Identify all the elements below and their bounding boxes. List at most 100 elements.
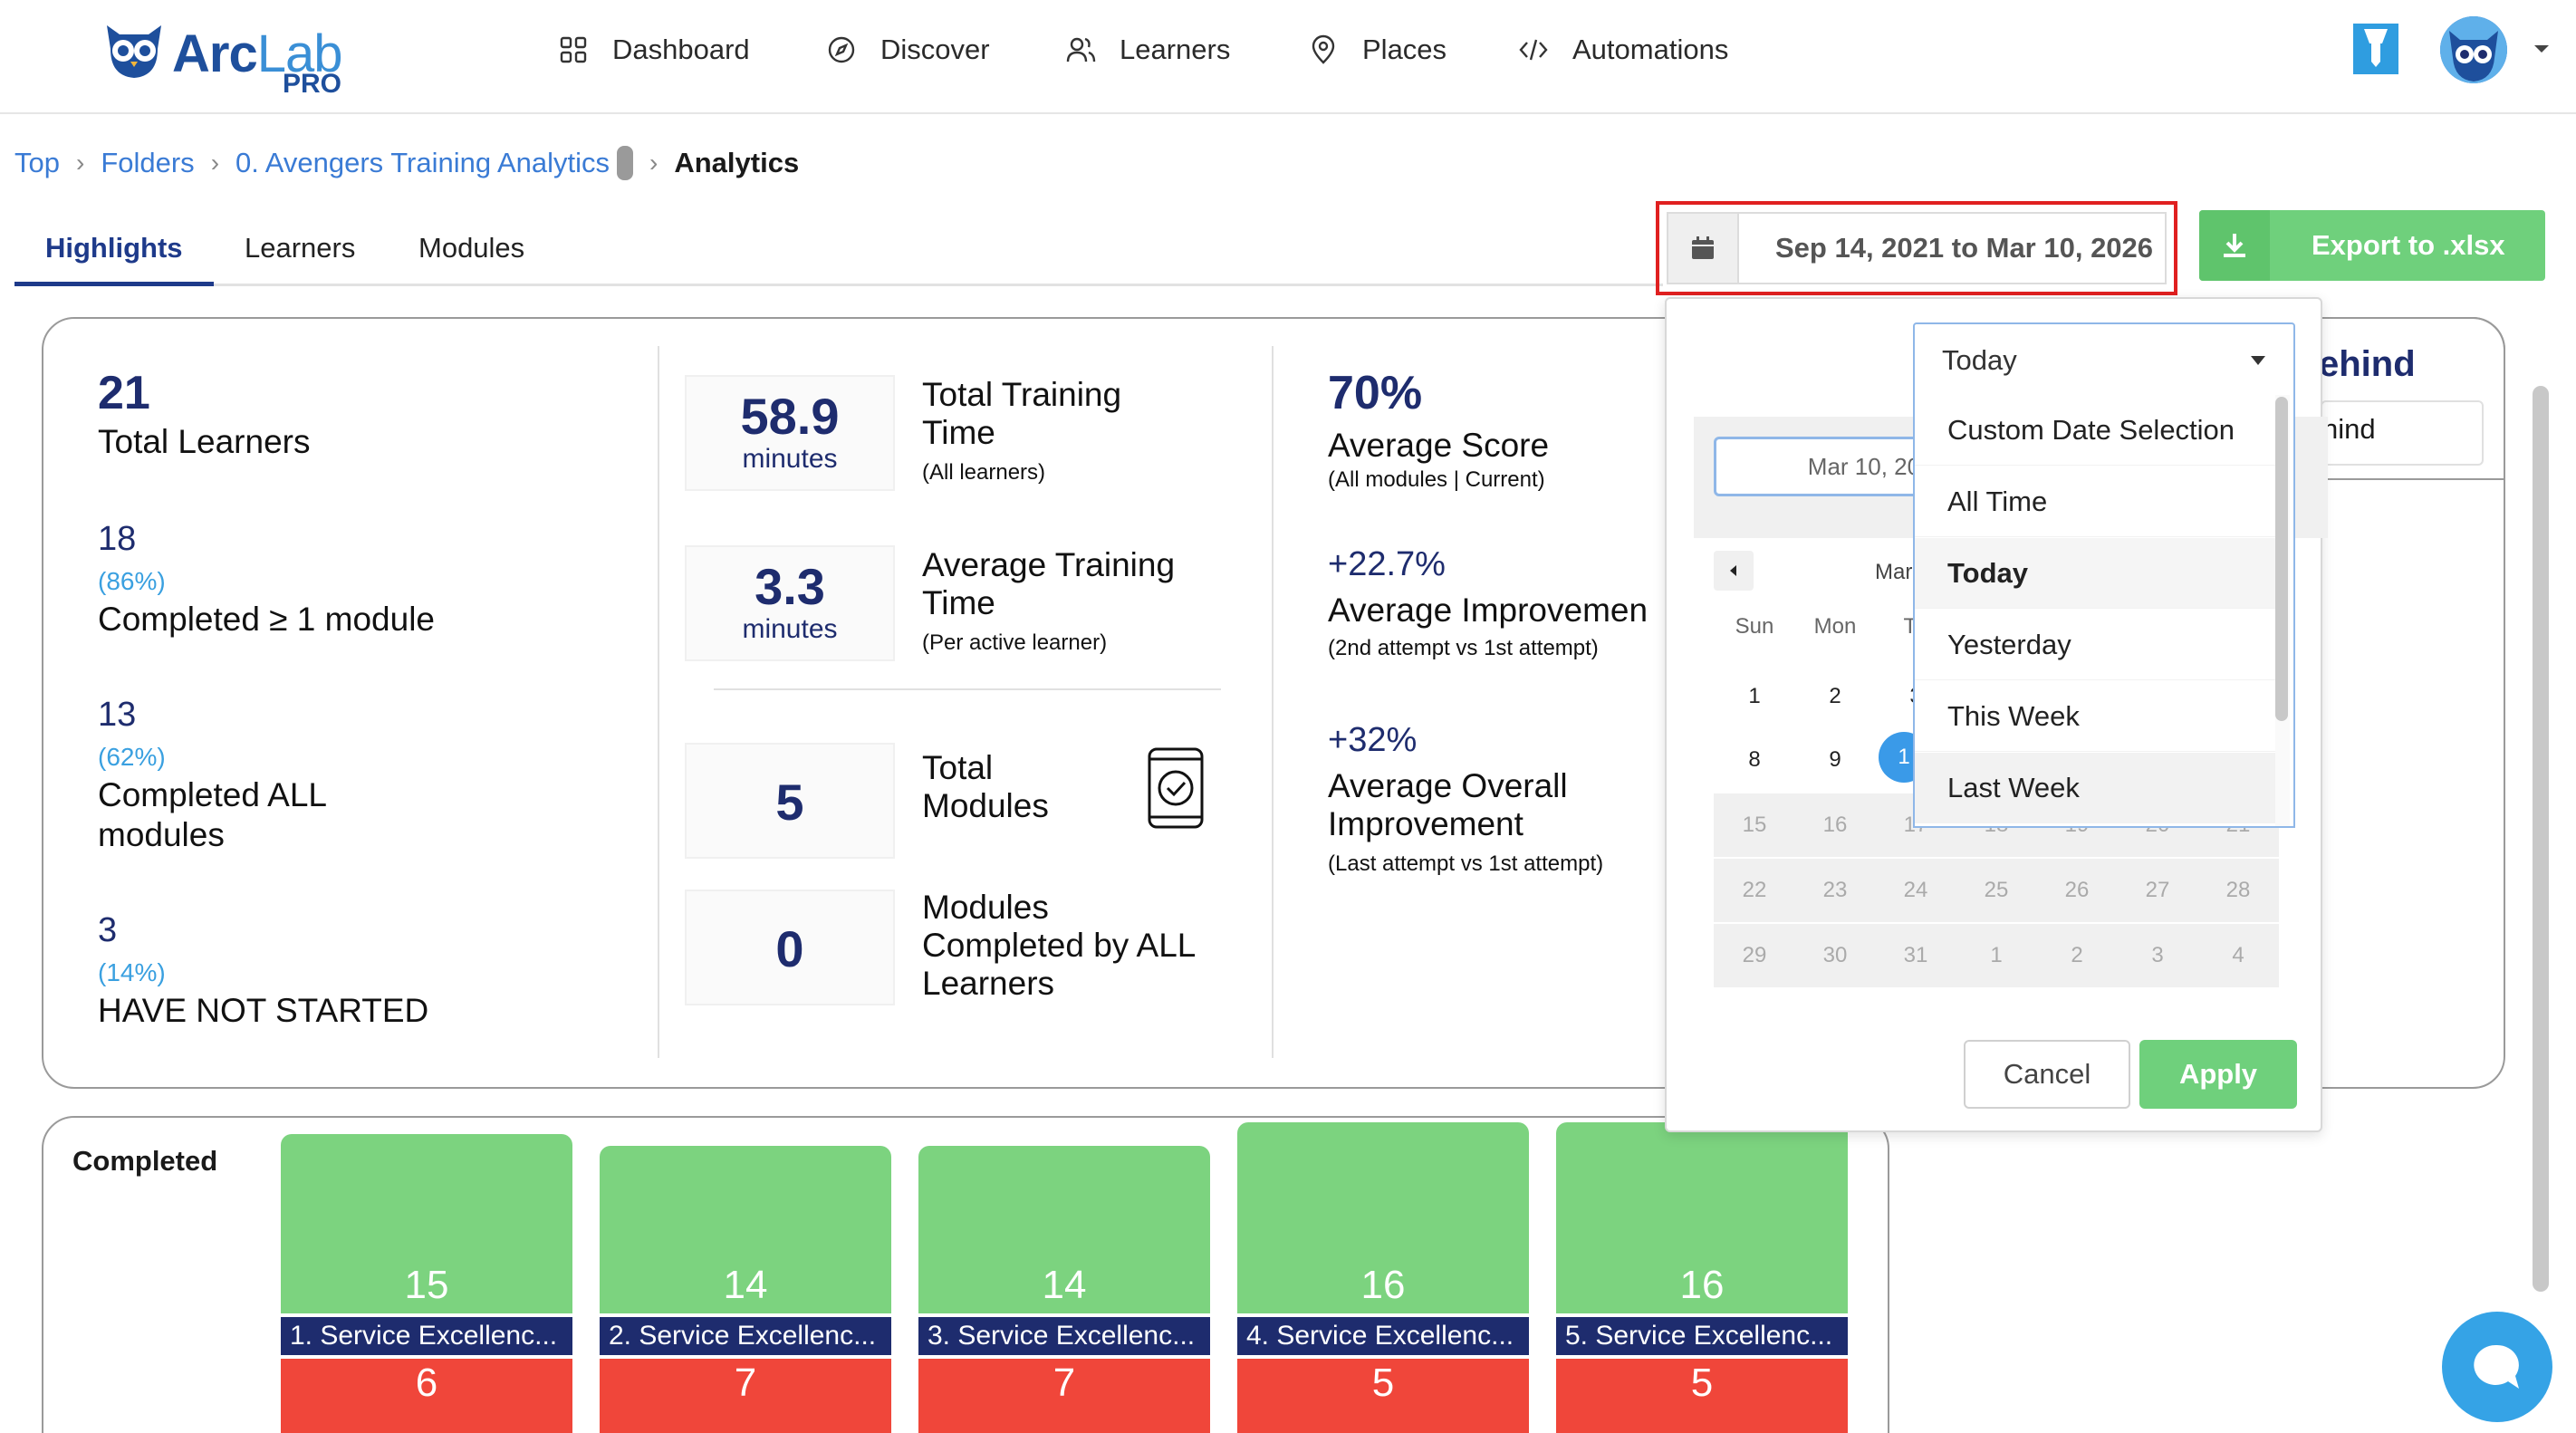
calendar-day[interactable]: 1 <box>1748 684 1761 708</box>
calendar-icon <box>1692 236 1714 259</box>
calendar-day[interactable]: 30 <box>1794 924 1876 987</box>
cancel-button[interactable]: Cancel <box>1964 1040 2130 1109</box>
calendar-day[interactable]: 15 <box>1714 793 1795 857</box>
nav-learners[interactable]: Learners <box>1065 27 1230 72</box>
grid-icon <box>560 36 587 63</box>
module-label[interactable]: 2. Service Excellenc... <box>600 1317 891 1355</box>
breadcrumb: Top › Folders › 0. Avengers Training Ana… <box>14 141 799 185</box>
calendar-day[interactable]: 26 <box>2036 859 2118 922</box>
date-preset-option[interactable]: All Time <box>1915 466 2277 537</box>
breadcrumb-folder[interactable]: 0. Avengers Training Analytics <box>235 147 610 178</box>
tab-highlights[interactable]: Highlights <box>45 232 183 264</box>
date-preset-option[interactable]: Yesterday <box>1915 610 2277 680</box>
calendar-day[interactable]: 25 <box>1956 859 2037 922</box>
completed-one-value: 18 <box>98 520 137 558</box>
previous-month-button[interactable] <box>1714 551 1754 591</box>
calendar-day[interactable]: 3 <box>2117 924 2198 987</box>
completed-all-label-line1: Completed ALL <box>98 776 328 813</box>
calendar-day[interactable]: 31 <box>1875 924 1956 987</box>
arclab-logo[interactable]: ArcLab PRO <box>101 18 355 100</box>
chat-button[interactable] <box>2442 1312 2552 1422</box>
total-learners-label: Total Learners <box>98 423 311 460</box>
achievement-badge-icon[interactable] <box>2351 22 2400 76</box>
calendar-day[interactable]: 2 <box>2036 924 2118 987</box>
completed-bar-value: 16 <box>1679 1263 1725 1307</box>
date-range-button[interactable]: Sep 14, 2021 to Mar 10, 2026 <box>1667 212 2167 284</box>
nav-learners-label: Learners <box>1120 34 1231 65</box>
tab-modules[interactable]: Modules <box>418 232 525 264</box>
tab-learners[interactable]: Learners <box>245 232 356 264</box>
calendar-day[interactable]: 4 <box>2197 924 2279 987</box>
calendar-icon-box <box>1668 214 1739 283</box>
not-completed-bar[interactable] <box>600 1359 891 1433</box>
breadcrumb-scroll-handle[interactable] <box>617 146 634 180</box>
not-completed-bar[interactable] <box>281 1359 572 1433</box>
calendar-day[interactable]: 2 <box>1829 684 1841 708</box>
module-label[interactable]: 4. Service Excellenc... <box>1237 1317 1529 1355</box>
completed-bar[interactable] <box>281 1134 572 1313</box>
calendar-day[interactable]: 24 <box>1875 859 1956 922</box>
behind-card-title: ehind <box>2319 344 2416 384</box>
modules-completed-all-label-line1: Modules <box>922 889 1049 926</box>
user-avatar[interactable] <box>2440 16 2507 83</box>
behind-card-button-label: hind <box>2322 413 2376 445</box>
nav-places[interactable]: Places <box>1308 27 1447 72</box>
nav-dashboard[interactable]: Dashboard <box>558 27 750 72</box>
total-modules-box: 5 <box>685 743 895 859</box>
completed-all-percent: (62%) <box>98 743 166 771</box>
total-training-time-label-line2: Time <box>922 414 995 451</box>
preset-scrollbar-thumb[interactable] <box>2275 397 2288 721</box>
date-preset-option[interactable]: This Week <box>1915 681 2277 752</box>
date-preset-option[interactable]: Last Week <box>1915 753 2277 823</box>
code-icon <box>1519 39 1548 61</box>
apply-button[interactable]: Apply <box>2139 1040 2297 1109</box>
completed-bar[interactable] <box>1237 1121 1529 1313</box>
calendar-day[interactable]: 23 <box>1794 859 1876 922</box>
module-label[interactable]: 5. Service Excellenc... <box>1556 1317 1848 1355</box>
column-divider <box>658 346 659 1058</box>
section-divider <box>714 688 1221 690</box>
calendar-day[interactable]: 8 <box>1748 747 1761 772</box>
average-score-label: Average Score <box>1328 427 1550 464</box>
date-preset-value: Today <box>1942 344 2017 376</box>
page-scrollbar-thumb[interactable] <box>2533 386 2549 1292</box>
calendar-day[interactable]: 16 <box>1794 793 1876 857</box>
calendar-day[interactable]: 22 <box>1714 859 1795 922</box>
not-completed-bar-value: 5 <box>1690 1361 1714 1405</box>
completed-bar[interactable] <box>600 1146 891 1313</box>
date-range-highlight <box>1656 201 2177 295</box>
logo-edition: PRO <box>283 69 342 99</box>
calendar-day[interactable]: 1 <box>1956 924 2037 987</box>
not-completed-bar[interactable] <box>918 1359 1210 1433</box>
completed-bar[interactable] <box>1556 1121 1848 1313</box>
nav-discover[interactable]: Discover <box>826 27 990 72</box>
average-score-value: 70% <box>1328 367 1423 419</box>
completed-one-label: Completed ≥ 1 module <box>98 601 436 638</box>
date-preset-option[interactable]: Custom Date Selection <box>1915 395 2277 466</box>
completed-bar[interactable] <box>918 1146 1210 1313</box>
logo-wordmark: ArcLab <box>172 24 342 83</box>
breadcrumb-top[interactable]: Top <box>14 147 60 178</box>
module-label[interactable]: 1. Service Excellenc... <box>281 1317 572 1355</box>
nav-automations[interactable]: Automations <box>1518 27 1728 72</box>
breadcrumb-folders[interactable]: Folders <box>101 147 195 178</box>
chevron-down-icon[interactable] <box>2531 40 2552 58</box>
completed-bar-value: 16 <box>1360 1263 1406 1307</box>
total-modules-label-line2: Modules <box>922 787 1049 824</box>
calendar-day[interactable]: 9 <box>1829 747 1841 772</box>
export-xlsx-button[interactable]: Export to .xlsx <box>2199 210 2545 281</box>
calendar-day[interactable]: 27 <box>2117 859 2198 922</box>
not-completed-bar[interactable] <box>1556 1359 1848 1433</box>
breadcrumb-current: Analytics <box>674 147 800 178</box>
date-preset-option[interactable]: Today <box>1915 538 2277 609</box>
weekday-header: Sun <box>1735 614 1774 639</box>
behind-card-frame <box>2246 317 2505 480</box>
not-completed-bar[interactable] <box>1237 1359 1529 1433</box>
date-preset-list: Last Week This Week Yesterday Today All Time… <box>1913 395 2295 828</box>
modules-completed-all-label-line3: Learners <box>922 965 1055 1002</box>
calendar-day[interactable]: 28 <box>2197 859 2279 922</box>
calendar-day[interactable]: 29 <box>1714 924 1795 987</box>
date-preset-select[interactable]: Today <box>1913 322 2295 397</box>
calendar-month-label: Mar <box>1875 560 1913 584</box>
module-label[interactable]: 3. Service Excellenc... <box>918 1317 1210 1355</box>
